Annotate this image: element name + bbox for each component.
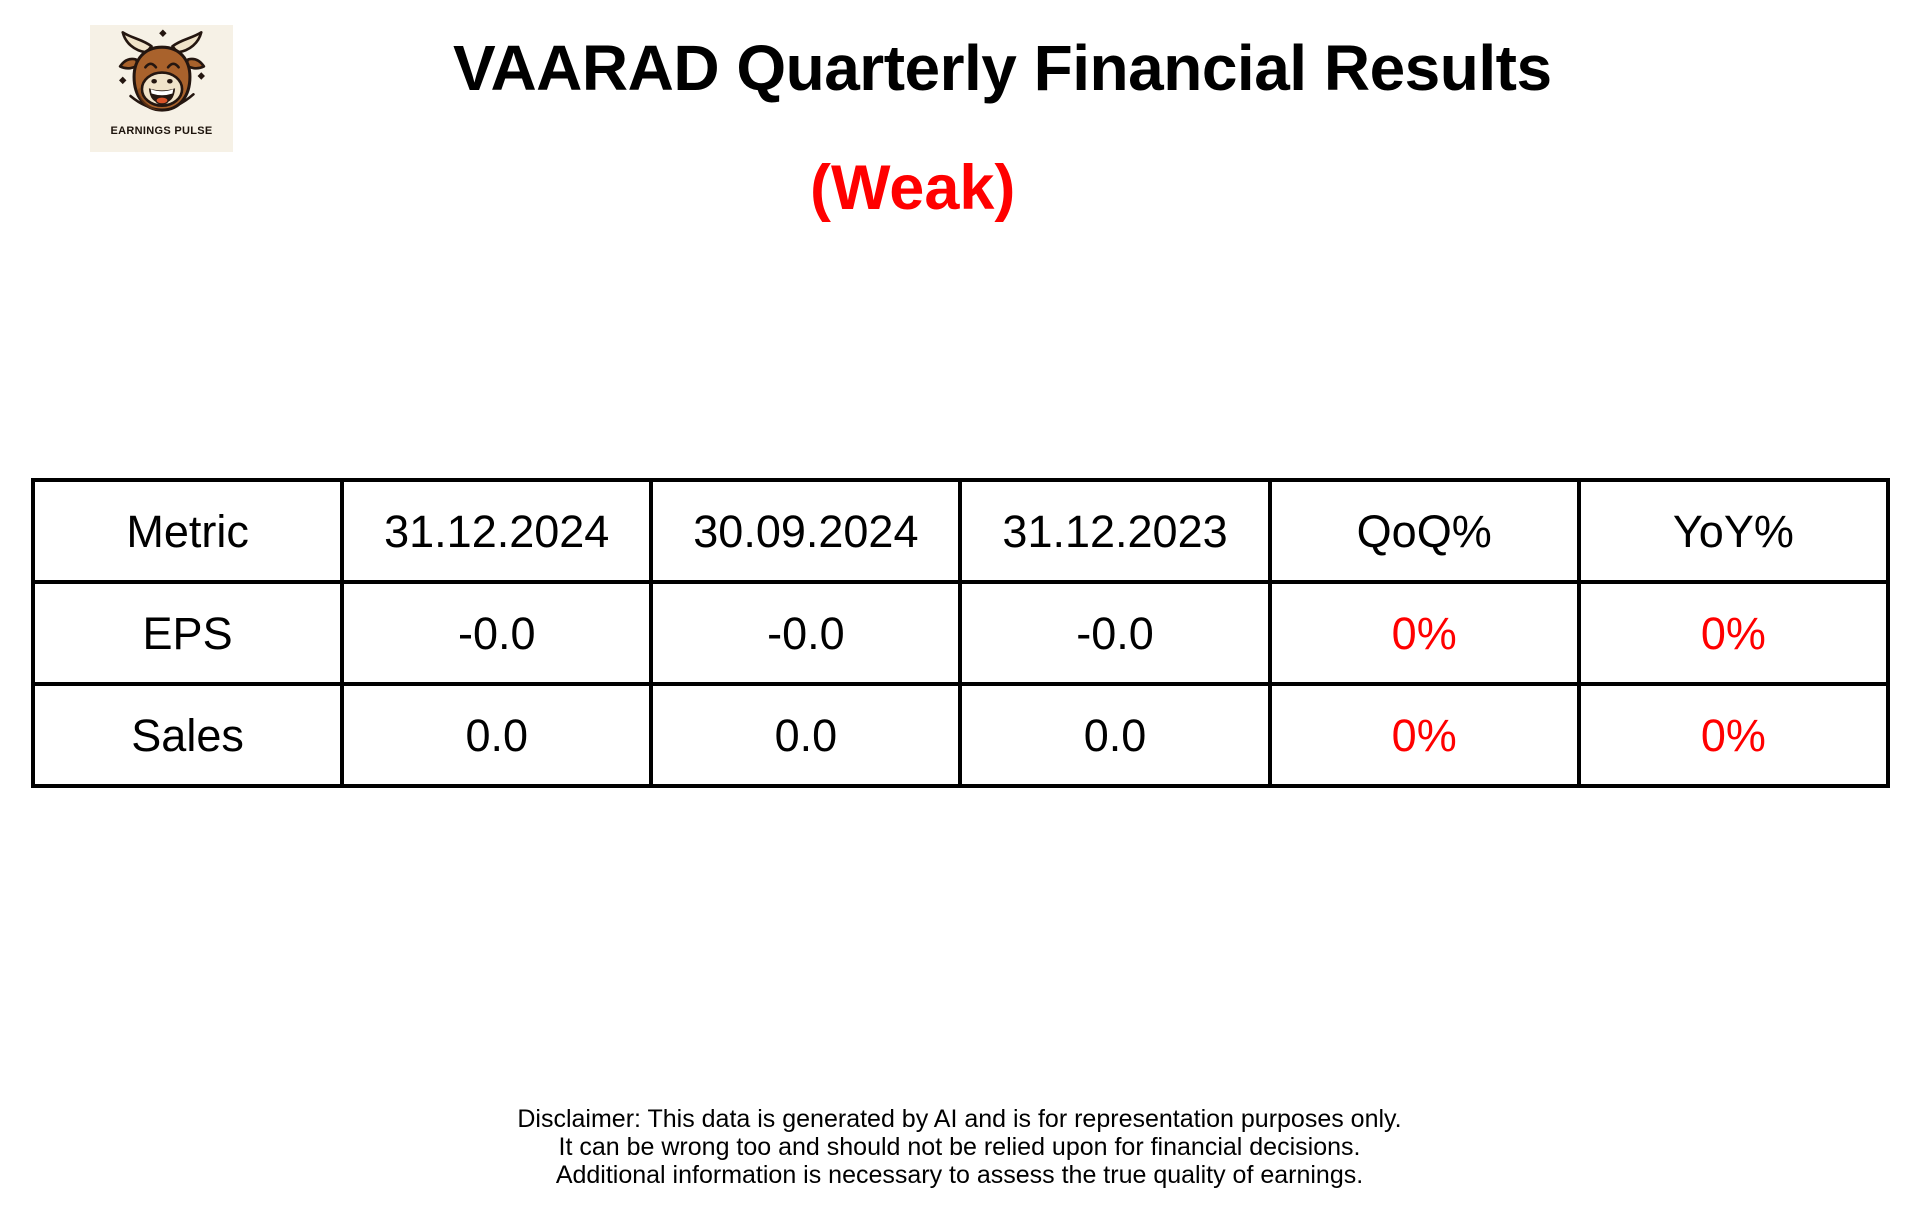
disclaimer-line-2: It can be wrong too and should not be re…	[558, 1133, 1361, 1161]
table-header-row: Metric 31.12.2024 30.09.2024 31.12.2023 …	[30, 478, 1891, 584]
results-table: Metric 31.12.2024 30.09.2024 31.12.2023 …	[30, 478, 1891, 788]
table-row-eps: EPS -0.0 -0.0 -0.0 0% 0%	[30, 580, 1891, 686]
sales-qoq-cell: 0%	[1267, 682, 1581, 788]
eps-q-prev-cell: -0.0	[649, 580, 963, 686]
col-header-metric: Metric	[30, 478, 345, 584]
bull-logo-icon	[118, 29, 205, 112]
disclaimer-line-3: Additional information is necessary to a…	[555, 1161, 1364, 1189]
page-title: VAARAD Quarterly Financial Results	[453, 32, 1552, 104]
eps-q-yearago-cell: -0.0	[958, 580, 1272, 686]
col-header-yoy: YoY%	[1576, 478, 1891, 584]
earnings-pulse-logo: EARNINGS PULSE	[90, 25, 233, 152]
results-table-wrap: Metric 31.12.2024 30.09.2024 31.12.2023 …	[30, 478, 1891, 788]
sales-q-latest-cell: 0.0	[340, 682, 654, 788]
col-header-q-yearago: 31.12.2023	[958, 478, 1272, 584]
table-row-sales: Sales 0.0 0.0 0.0 0% 0%	[30, 682, 1891, 788]
eps-metric-cell: EPS	[30, 580, 345, 686]
sales-q-yearago-cell: 0.0	[958, 682, 1272, 788]
brand-label: EARNINGS PULSE	[110, 125, 213, 137]
col-header-q-latest: 31.12.2024	[340, 478, 654, 584]
disclaimer: Disclaimer: This data is generated by AI…	[0, 1105, 1919, 1189]
sales-q-prev-cell: 0.0	[649, 682, 963, 788]
disclaimer-line-1: Disclaimer: This data is generated by AI…	[517, 1105, 1402, 1133]
eps-q-latest-cell: -0.0	[340, 580, 654, 686]
col-header-qoq: QoQ%	[1267, 478, 1581, 584]
sales-yoy-cell: 0%	[1576, 682, 1891, 788]
eps-yoy-cell: 0%	[1576, 580, 1891, 686]
eps-qoq-cell: 0%	[1267, 580, 1581, 686]
verdict-subtitle: (Weak)	[810, 153, 1016, 223]
sales-metric-cell: Sales	[30, 682, 345, 788]
col-header-q-prev: 30.09.2024	[649, 478, 963, 584]
